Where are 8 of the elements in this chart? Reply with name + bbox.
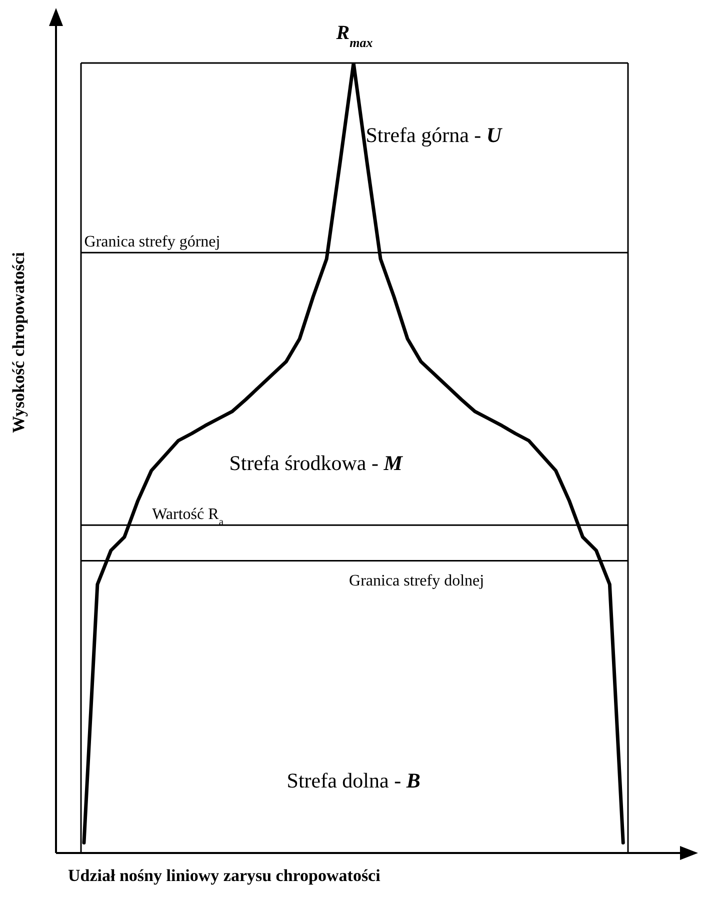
ref-line-label: R$_{max}$ [335, 22, 374, 50]
annotation: Strefa środkowa - M [229, 450, 404, 475]
y-axis-title: Wysokość chropowatości [9, 252, 28, 433]
annotation: Strefa górna - U [366, 123, 504, 147]
ref-line-label: Granica strefy górnej [84, 234, 220, 251]
ref-line-label: Granica strefy dolnej [349, 572, 484, 590]
annotation: Strefa dolna - B [286, 768, 420, 792]
x-axis-title: Udział nośny liniowy zarysu chropowatości [68, 866, 382, 886]
